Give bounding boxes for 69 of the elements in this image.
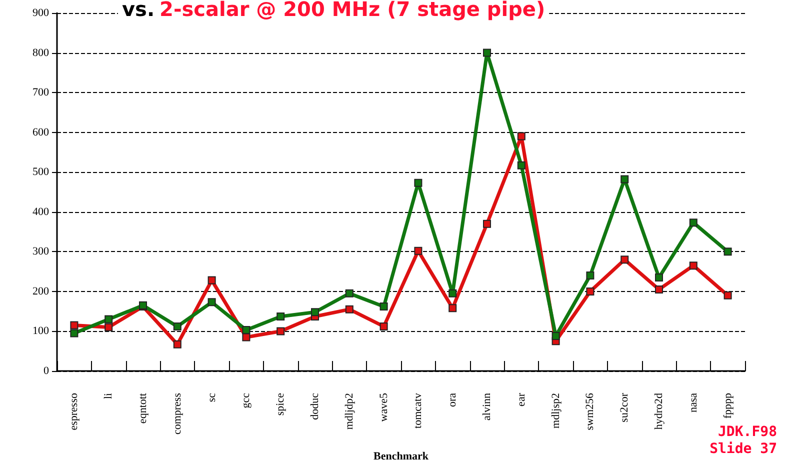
point xyxy=(655,274,663,282)
point xyxy=(724,248,732,256)
y-tick-label: 500 xyxy=(32,166,50,178)
point xyxy=(448,304,457,312)
point xyxy=(380,302,388,311)
x-tick-label: nasa xyxy=(687,392,700,413)
x-tick-label: su2cor xyxy=(618,392,631,422)
point xyxy=(483,48,491,57)
point xyxy=(276,327,285,336)
y-tick-label: 900 xyxy=(32,7,50,19)
point xyxy=(104,315,113,324)
text: JDK.F98 xyxy=(718,424,778,440)
point xyxy=(70,321,78,330)
x-tick-label: sc xyxy=(206,392,218,402)
x-tick-label: doduc xyxy=(309,392,321,420)
x-tick-label: mdljsp2 xyxy=(550,393,562,428)
x-tick-label: spice xyxy=(274,392,287,416)
point xyxy=(70,329,78,338)
point xyxy=(173,322,182,330)
x-axis-title: Benchmark xyxy=(374,450,430,462)
point xyxy=(620,175,629,184)
x-tick-label: eqntott xyxy=(137,393,149,424)
x-tick-label: mdljdp2 xyxy=(343,393,356,430)
point xyxy=(689,262,698,270)
x-tick-label: gcc xyxy=(240,392,252,408)
x-tick-label: tomcatv xyxy=(412,392,424,428)
x-tick-label: espresso xyxy=(68,392,80,430)
x-tick-label: ora xyxy=(446,392,459,408)
point xyxy=(724,291,732,300)
x-tick-label: wave5 xyxy=(378,392,390,422)
x-tick-label: ear xyxy=(515,392,528,406)
y-tick-label: 800 xyxy=(32,46,50,59)
y-tick-label: 0 xyxy=(44,365,50,377)
point xyxy=(311,308,319,316)
point xyxy=(483,220,491,228)
x-tick-label: alvinn xyxy=(481,392,493,420)
chart-title: vs. 2-scalar @ 200 MHz (7 stage pipe) xyxy=(122,0,546,21)
point xyxy=(276,312,285,321)
y-tick-label: 600 xyxy=(32,126,50,138)
point xyxy=(380,322,388,330)
x-tick-label: li xyxy=(102,393,115,400)
point xyxy=(414,246,422,255)
point xyxy=(448,289,457,298)
point xyxy=(173,340,182,348)
point xyxy=(104,323,113,332)
y-tick-label: 300 xyxy=(32,246,50,258)
point xyxy=(414,178,422,187)
point xyxy=(689,218,698,227)
x-tick-label: swm256 xyxy=(584,392,596,430)
y-tick-label: 400 xyxy=(32,206,50,218)
point xyxy=(517,132,526,140)
point xyxy=(655,285,663,294)
text: Slide 37 xyxy=(710,441,778,457)
x-tick-label: fpppp xyxy=(722,392,734,419)
y-tick-label: 200 xyxy=(32,285,50,298)
y-tick-label: 700 xyxy=(32,86,50,99)
point xyxy=(517,161,526,170)
point xyxy=(208,276,216,284)
point xyxy=(586,287,594,296)
y-tick-label: 100 xyxy=(32,325,50,338)
point xyxy=(242,326,250,334)
point xyxy=(620,256,629,264)
x-tick-label: hydro2d xyxy=(653,392,665,430)
point xyxy=(345,305,354,314)
point xyxy=(208,298,216,306)
point xyxy=(586,272,594,280)
x-tick-label: compress xyxy=(171,393,184,435)
point xyxy=(345,289,354,298)
point xyxy=(552,332,560,340)
